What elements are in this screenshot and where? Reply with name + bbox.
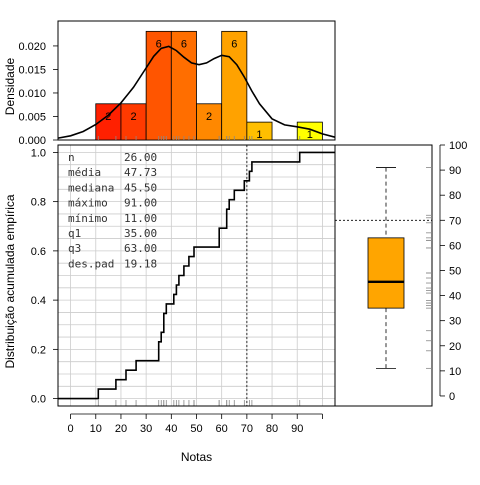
- ecdf-xtick-label: 20: [115, 423, 127, 435]
- histogram-count-label: 6: [181, 38, 187, 50]
- ecdf-xlabel: Notas: [181, 450, 212, 464]
- boxplot-ytick-label: 30: [449, 316, 461, 328]
- boxplot-ytick-label: 10: [449, 366, 461, 378]
- boxplot-ytick-label: 60: [449, 240, 461, 252]
- boxplot-ytick-label: 70: [449, 215, 461, 227]
- histogram-ytick-label: 0.005: [18, 111, 46, 123]
- histogram-count-label: 2: [130, 111, 136, 123]
- ecdf-xtick-label: 40: [165, 423, 177, 435]
- ecdf-step-line: [58, 151, 335, 400]
- stat-label: mínimo: [68, 212, 108, 225]
- boxplot-ytick-label: 0: [449, 391, 455, 403]
- stat-label: mediana: [68, 181, 114, 194]
- ecdf-xtick-label: 0: [68, 423, 74, 435]
- histogram-bar: [120, 103, 147, 141]
- stat-value: 11.00: [124, 212, 157, 225]
- histogram-count-label: 6: [156, 38, 162, 50]
- stat-label: média: [68, 166, 101, 179]
- boxplot-box: [367, 237, 405, 309]
- stat-value: 47.73: [124, 166, 157, 179]
- ecdf-ytick-label: 0.4: [31, 295, 46, 307]
- ecdf-xtick-label: 90: [291, 423, 303, 435]
- histogram-ytick-label: 0.015: [18, 64, 46, 76]
- ecdf-ylabel: Distribuição acumulada empírica: [3, 194, 17, 368]
- histogram-panel: 2 2 6 6 2 6 1 1 0.000 0.005 0.010 0.015 0.020Densida…: [3, 20, 336, 147]
- histogram-ytick-label: 0.000: [18, 135, 46, 147]
- boxplot-frame: [334, 144, 433, 407]
- stat-value: 26.00: [124, 151, 157, 164]
- ecdf-xtick-label: 80: [266, 423, 278, 435]
- stat-label: máximo: [68, 197, 108, 210]
- boxplot-ytick-label: 100: [449, 140, 467, 152]
- histogram-count-label: 1: [307, 129, 313, 141]
- density-curve: [57, 45, 336, 139]
- stat-value: 91.00: [124, 197, 157, 210]
- stat-label: q3: [68, 242, 81, 255]
- boxplot-panel: 0 10 20 30 40 50 60 70 80 90 100: [334, 140, 467, 407]
- ecdf-ytick-label: 1.0: [31, 147, 46, 159]
- ecdf-ytick-label: 0.8: [31, 197, 46, 209]
- histogram-count-label: 6: [231, 38, 237, 50]
- boxplot-ytick-label: 40: [449, 291, 461, 303]
- ecdf-xtick-label: 30: [140, 423, 152, 435]
- histogram-bar: [296, 121, 323, 141]
- histogram-count-label: 1: [256, 129, 262, 141]
- ecdf-xtick-label: 10: [90, 423, 102, 435]
- ecdf-xtick-label: 50: [190, 423, 202, 435]
- boxplot-ytick-label: 20: [449, 341, 461, 353]
- stat-label: n: [68, 151, 75, 164]
- histogram-bar: [246, 121, 273, 141]
- stat-value: 45.50: [124, 181, 157, 194]
- histogram-bar: [221, 30, 248, 141]
- boxplot-ytick-label: 50: [449, 265, 461, 277]
- stat-label: q1: [68, 227, 81, 240]
- ecdf-xtick-label: 60: [216, 423, 228, 435]
- stat-value: 19.18: [124, 257, 157, 270]
- ecdf-xtick-label: 70: [241, 423, 253, 435]
- boxplot-ytick-label: 80: [449, 190, 461, 202]
- histogram-ytick-label: 0.020: [18, 41, 46, 53]
- histogram-count-label: 2: [105, 111, 111, 123]
- histogram-count-label: 2: [206, 111, 212, 123]
- stat-label: des.pad: [68, 257, 114, 270]
- ecdf-ytick-label: 0.6: [31, 246, 46, 258]
- ecdf-ytick-label: 0.0: [31, 394, 46, 406]
- histogram-ylabel: Densidade: [3, 57, 17, 115]
- ecdf-panel: n 26.00 média 47.73 mediana 45.50 máximo 91.00 m…: [3, 144, 336, 464]
- boxplot-ytick-label: 90: [449, 165, 461, 177]
- stat-value: 35.00: [124, 227, 157, 240]
- ecdf-ytick-label: 0.2: [31, 344, 46, 356]
- stat-value: 63.00: [124, 242, 157, 255]
- histogram-ytick-label: 0.010: [18, 88, 46, 100]
